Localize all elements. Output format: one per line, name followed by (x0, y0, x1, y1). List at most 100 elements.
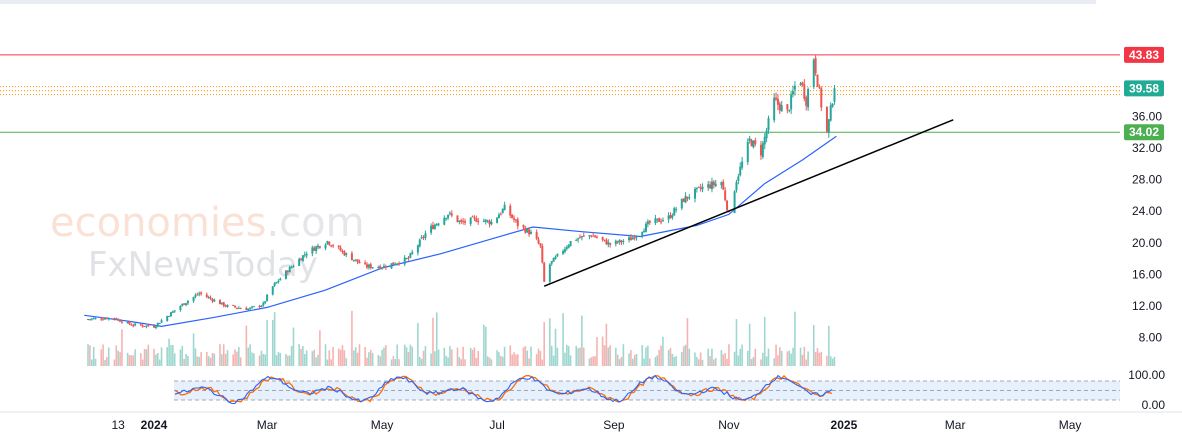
candle (379, 264, 382, 270)
volume-bar (383, 347, 385, 366)
candle (443, 215, 446, 226)
candle (90, 318, 93, 321)
candle-body (775, 97, 778, 100)
candle (367, 263, 370, 270)
candle (765, 127, 768, 143)
candle-body (179, 306, 182, 311)
candle-body (147, 325, 150, 327)
candle-body (644, 223, 647, 232)
candle-body (364, 262, 367, 265)
price-badge-39.58: 39.58 (1124, 80, 1164, 97)
candle (588, 234, 591, 240)
volume-bar (767, 348, 770, 366)
candle (594, 234, 597, 238)
candle (328, 241, 331, 246)
volume-bar (773, 358, 775, 366)
candle (590, 234, 593, 238)
candle (252, 306, 255, 308)
candle (496, 217, 499, 224)
candle-body (100, 318, 103, 320)
candle (458, 220, 461, 225)
candle-body (447, 214, 450, 218)
volume-bar (605, 323, 608, 366)
volume-bar (473, 347, 476, 366)
candle (513, 215, 516, 223)
volume-bar (748, 323, 751, 366)
volume-bar (183, 358, 185, 366)
candle (580, 235, 583, 241)
price-tick-label: 24.00 (1132, 204, 1162, 218)
volume-bar (777, 355, 779, 366)
candle (712, 180, 715, 189)
candle (264, 300, 267, 305)
candle-body (273, 283, 276, 286)
badge-label: 39.58 (1129, 81, 1159, 95)
volume-bar (264, 354, 267, 366)
candle-body (552, 257, 555, 262)
support-trendline[interactable] (543, 119, 954, 287)
candle-body (669, 214, 672, 218)
candle (301, 255, 304, 262)
candle-body (633, 237, 636, 239)
volume-bar (266, 320, 268, 366)
volume-bar (775, 344, 777, 366)
candle-body (697, 186, 700, 188)
candle (364, 260, 367, 265)
candle (556, 253, 559, 258)
candle-body (629, 237, 632, 241)
candle-body (750, 139, 753, 147)
candle (277, 279, 280, 284)
candle-body (754, 140, 757, 144)
volume-bar (194, 348, 197, 366)
candle-body (171, 311, 174, 313)
candle-body (352, 259, 355, 261)
candle (752, 140, 755, 149)
candle-body (279, 278, 282, 281)
candle-body (324, 244, 327, 249)
candle (313, 245, 316, 251)
candle-body (94, 318, 97, 320)
volume-bar (620, 356, 623, 366)
candle-body (635, 235, 638, 238)
candle (220, 302, 223, 305)
volume-bar (735, 319, 738, 366)
candle (366, 262, 369, 270)
volume-bar (780, 350, 783, 366)
moving-average (84, 135, 837, 328)
candle (273, 281, 276, 288)
volume-bar (794, 311, 796, 366)
volume-bar (330, 359, 332, 366)
candle (460, 218, 463, 225)
volume-bar (287, 355, 289, 366)
candle (471, 215, 474, 218)
volume-bar (328, 350, 331, 366)
trendline-layer[interactable] (543, 119, 954, 287)
volume-bar (369, 349, 372, 366)
stoch-k-line (174, 374, 833, 405)
candle-body (264, 301, 267, 303)
candle-body (218, 299, 221, 305)
volume-bar (420, 358, 423, 366)
candle (501, 208, 504, 214)
badge-label: 34.02 (1129, 125, 1159, 139)
candle (750, 138, 753, 147)
candle (435, 223, 438, 227)
volume-bar (353, 350, 355, 366)
candle-body (337, 245, 340, 248)
candle (341, 249, 344, 254)
candle-body (543, 262, 546, 282)
candle-body (145, 325, 148, 327)
volume-bar (814, 352, 817, 366)
candle-body (816, 74, 819, 87)
candle-body (535, 232, 538, 239)
volume-bar (437, 349, 440, 366)
candle (780, 100, 783, 112)
stochastic-pane (174, 374, 1120, 405)
candle (629, 234, 632, 241)
candle-body (818, 86, 821, 88)
candle (232, 304, 235, 306)
volume-bar (288, 355, 291, 366)
candle-body (186, 301, 189, 304)
candle (345, 252, 348, 258)
